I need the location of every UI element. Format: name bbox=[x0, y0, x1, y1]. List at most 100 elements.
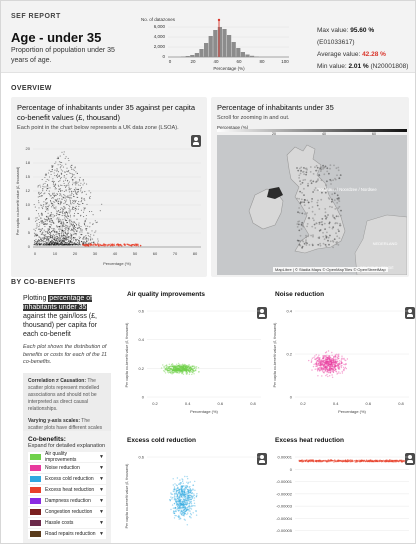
map-legend-label: Percentage (%) bbox=[217, 125, 249, 130]
histogram-bar bbox=[240, 52, 245, 57]
plot-title: Noise reduction bbox=[275, 291, 325, 298]
continent-landmass bbox=[354, 214, 407, 275]
cobenefit-swatch bbox=[30, 476, 41, 482]
cobenefit-label: Noise reduction bbox=[45, 465, 80, 471]
report-header: SEF REPORT Age - under 35 Proportion of … bbox=[1, 1, 415, 73]
map-legend: 20 40 60 bbox=[217, 129, 407, 135]
y-tick: 0.6 bbox=[138, 309, 144, 314]
svg-text:40: 40 bbox=[113, 251, 118, 256]
cobenefit-item[interactable]: Congestion reduction ▼ bbox=[28, 507, 106, 517]
person-icon[interactable] bbox=[191, 135, 201, 147]
cobenefit-item[interactable]: Excess cold reduction ▼ bbox=[28, 474, 106, 484]
cobenefit-scatter-plot: 0.00001 0 -0.00001 -0.00002 -0.00003 -0.00004… bbox=[276, 455, 409, 533]
chevron-down-icon[interactable]: ▼ bbox=[99, 531, 104, 537]
avg-label: Average value: bbox=[317, 51, 361, 58]
plot-ylabel: Per capita co-benefit value (£, thousand… bbox=[125, 464, 129, 529]
chevron-down-icon[interactable]: ▼ bbox=[99, 498, 104, 504]
plot-title: Air quality improvements bbox=[127, 291, 206, 298]
min-label: Min value: bbox=[317, 63, 347, 70]
caveat-title: Varying y-axis scales: bbox=[28, 417, 80, 424]
avg-value: 42.28 % bbox=[362, 51, 386, 58]
max-label: Max value: bbox=[317, 27, 349, 34]
x-tick: 100 bbox=[281, 59, 289, 64]
cobenefit-item[interactable]: Hassle costs ▼ bbox=[28, 518, 106, 528]
intro-description: Each plot shows the distribution of bene… bbox=[23, 344, 107, 365]
svg-text:0: 0 bbox=[28, 244, 31, 249]
chevron-down-icon[interactable]: ▼ bbox=[99, 454, 104, 460]
legend-tick: 40 bbox=[322, 132, 326, 135]
cobenefit-label: Congestion reduction bbox=[45, 509, 93, 515]
chevron-down-icon[interactable]: ▼ bbox=[99, 509, 104, 515]
svg-text:60: 60 bbox=[153, 251, 158, 256]
histogram-bar bbox=[213, 30, 218, 57]
person-icon[interactable] bbox=[257, 453, 267, 465]
histogram-bar bbox=[181, 56, 186, 57]
chevron-down-icon[interactable]: ▼ bbox=[99, 520, 104, 526]
northern-ireland bbox=[267, 187, 283, 199]
cobenefit-swatch bbox=[30, 520, 41, 526]
histogram-y-ticks: 6,000 4,000 2,000 0 bbox=[154, 24, 166, 59]
svg-text:0: 0 bbox=[34, 251, 37, 256]
cobenefit-item[interactable]: Road repairs reduction ▼ bbox=[28, 529, 106, 539]
person-icon[interactable] bbox=[257, 307, 267, 319]
person-icon[interactable] bbox=[405, 453, 415, 465]
cobenefit-label: Dampness reduction bbox=[45, 498, 91, 504]
cobenefit-item[interactable]: Excess heat reduction ▼ bbox=[28, 485, 106, 495]
page-title: Age - under 35 bbox=[11, 30, 102, 45]
histogram-bar bbox=[217, 27, 222, 57]
chevron-down-icon[interactable]: ▼ bbox=[99, 465, 104, 471]
chevron-down-icon[interactable]: ▼ bbox=[99, 476, 104, 482]
max-stat: Max value: 95.60 % (E01033617) bbox=[317, 25, 413, 49]
plot-points bbox=[160, 362, 200, 376]
cobenefits-list: Co-benefits: Expand for detailed explana… bbox=[23, 431, 111, 543]
uk-map[interactable]: Nordsøen / Noordzee / Nordsee NEDERLAND … bbox=[217, 135, 407, 275]
y-tick: 0.4 bbox=[138, 337, 144, 342]
cobenefit-item[interactable]: Dampness reduction ▼ bbox=[28, 496, 106, 506]
histogram-x-ticks: 0 20 40 60 80 100 bbox=[169, 59, 290, 64]
y-tick: 4,000 bbox=[154, 34, 166, 39]
y-tick: 0.2 bbox=[138, 366, 144, 371]
scatter-card-subtitle: Each point in the chart below represents… bbox=[17, 125, 179, 131]
svg-text:70: 70 bbox=[173, 251, 178, 256]
svg-text:10: 10 bbox=[53, 251, 58, 256]
x-tick: 0.4 bbox=[333, 401, 339, 406]
chevron-down-icon[interactable]: ▼ bbox=[99, 487, 104, 493]
y-tick: 0.4 bbox=[286, 309, 292, 314]
plot-points bbox=[298, 459, 406, 463]
svg-text:30: 30 bbox=[93, 251, 98, 256]
svg-text:8: 8 bbox=[28, 216, 31, 221]
cobenefit-item[interactable]: Air quality improvements ▼ bbox=[28, 451, 106, 463]
svg-text:80: 80 bbox=[193, 251, 198, 256]
y-tick: 0.00001 bbox=[278, 455, 293, 460]
histogram-bar bbox=[250, 55, 255, 57]
histogram-bar bbox=[185, 56, 190, 57]
min-stat: Min value: 2.01 % (N20001808) bbox=[317, 61, 413, 73]
max-value: 95.60 % bbox=[350, 27, 375, 34]
plot-ylabel: Per capita co-benefit value (£, thousand… bbox=[273, 323, 277, 388]
histogram-xlabel: Percentage (%) bbox=[213, 66, 245, 71]
histogram-bars bbox=[181, 27, 259, 57]
cobenefit-item[interactable]: Noise reduction ▼ bbox=[28, 463, 106, 473]
y-tick: -0.00004 bbox=[276, 516, 293, 521]
cobenefit-swatch bbox=[30, 454, 41, 460]
x-tick: 0 bbox=[169, 59, 172, 64]
y-tick: 0 bbox=[290, 395, 293, 400]
svg-text:20: 20 bbox=[73, 251, 78, 256]
histogram-bar bbox=[204, 43, 209, 57]
x-tick: 80 bbox=[259, 59, 265, 64]
histogram-bar bbox=[231, 42, 236, 57]
x-tick: 0.4 bbox=[185, 401, 191, 406]
legend-tick: 20 bbox=[272, 132, 276, 135]
cobenefits-list-subtitle: Expand for detailed explanation bbox=[28, 443, 106, 449]
intro-part: against the gain/loss (£, thousand) per … bbox=[23, 313, 97, 338]
summary-stats: Max value: 95.60 % (E01033617) Average v… bbox=[317, 25, 413, 73]
cobenefits-list-title: Co-benefits: bbox=[28, 436, 66, 443]
y-tick: 0.2 bbox=[286, 352, 292, 357]
x-tick: 0.8 bbox=[250, 401, 256, 406]
map-attribution[interactable]: MapLibre | © Stadia Maps © OpenMapTiles … bbox=[273, 267, 388, 272]
cobenefit-label: Excess cold reduction bbox=[45, 476, 94, 482]
person-icon[interactable] bbox=[405, 307, 415, 319]
plot-title: Excess heat reduction bbox=[275, 437, 344, 444]
